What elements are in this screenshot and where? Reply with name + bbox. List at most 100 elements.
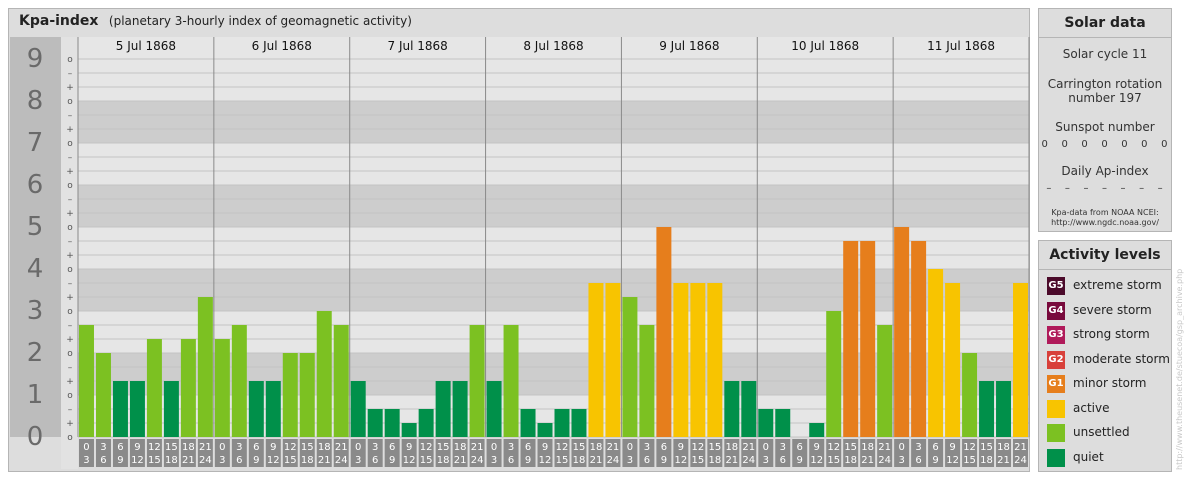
kp-bar (962, 353, 978, 437)
slot-start-label: 15 (437, 442, 450, 453)
time-slot-box (792, 439, 808, 467)
time-slot-box (469, 439, 485, 467)
kp-bar (690, 282, 706, 437)
slot-start-label: 0 (627, 442, 633, 453)
kp-bar (367, 408, 383, 437)
kp-bar (299, 353, 315, 437)
time-slot-box (316, 439, 332, 467)
legend-swatch: G1 (1047, 375, 1065, 393)
y-tick-label: 7 (27, 128, 44, 158)
y-label-column (10, 37, 61, 437)
slot-end-label: 6 (508, 455, 514, 466)
legend-swatch: G5 (1047, 277, 1065, 295)
day-label: 10 Jul 1868 (791, 39, 859, 53)
minor-tick-minus: – (68, 153, 73, 163)
kp-bar (95, 353, 111, 437)
slot-end-label: 15 (963, 455, 976, 466)
sunspot-value: 0 (1121, 139, 1129, 150)
ap-value: – (1046, 183, 1053, 194)
kp-bar (333, 324, 349, 437)
minor-tick-plus: + (66, 293, 74, 303)
kp-bar (146, 339, 162, 437)
legend-swatch: G4 (1047, 301, 1065, 320)
chart-subtitle: (planetary 3-hourly index of geomagnetic… (108, 14, 412, 28)
slot-start-label: 3 (508, 442, 514, 453)
time-slot-box (418, 439, 434, 467)
slot-end-label: 9 (253, 455, 259, 466)
slot-start-label: 21 (471, 442, 484, 453)
data-source-link[interactable]: http://www.ngdc.noaa.gov/ (1051, 218, 1159, 227)
time-slot-box (537, 439, 553, 467)
slot-end-label: 21 (318, 455, 331, 466)
slot-start-label: 0 (83, 442, 89, 453)
day-label: 9 Jul 1868 (659, 39, 719, 53)
time-slot-box (401, 439, 417, 467)
solar-cycle: Solar cycle 11 (1062, 47, 1148, 61)
ap-value: – (1083, 183, 1090, 194)
slot-end-label: 18 (301, 455, 314, 466)
time-slot-box (112, 439, 128, 467)
kp-bar (452, 381, 468, 437)
slot-start-label: 6 (661, 442, 667, 453)
kp-bar (384, 408, 400, 437)
minor-tick-o: o (67, 139, 73, 149)
kp-bar (639, 324, 655, 437)
time-slot-box (367, 439, 383, 467)
time-slot-box (435, 439, 451, 467)
time-slot-box (299, 439, 315, 467)
slot-start-label: 6 (253, 442, 259, 453)
kp-bar (282, 353, 298, 437)
slot-end-label: 12 (267, 455, 280, 466)
minor-tick-o: o (67, 391, 73, 401)
slot-start-label: 18 (725, 442, 738, 453)
slot-start-label: 3 (100, 442, 106, 453)
minor-tick-o: o (67, 433, 73, 443)
slot-start-label: 9 (134, 442, 140, 453)
time-slot-box (724, 439, 740, 467)
carrington-rotation-line2: number 197 (1068, 91, 1142, 105)
slot-end-label: 6 (915, 455, 921, 466)
minor-tick-plus: + (66, 335, 74, 345)
kp-bar (945, 282, 961, 437)
slot-end-label: 9 (389, 455, 395, 466)
slot-end-label: 12 (403, 455, 416, 466)
time-slot-box (588, 439, 604, 467)
minor-tick-o: o (67, 181, 73, 191)
ap-value: – (1139, 183, 1146, 194)
kp-bar (979, 381, 995, 437)
ap-index-label: Daily Ap-index (1061, 164, 1149, 178)
legend-item: active (1039, 397, 1171, 422)
solar-data-panel: Solar data Solar cycle 11 Carrington rot… (1038, 8, 1172, 232)
slot-start-label: 21 (607, 442, 620, 453)
slot-start-label: 18 (861, 442, 874, 453)
slot-end-label: 6 (780, 455, 786, 466)
minor-tick-minus: – (68, 321, 73, 331)
slot-end-label: 21 (454, 455, 467, 466)
minor-tick-plus: + (66, 83, 74, 93)
kp-bar (741, 381, 757, 437)
slot-start-label: 9 (542, 442, 548, 453)
kp-bar (843, 240, 859, 437)
time-slot-box (741, 439, 757, 467)
sunspot-value: 0 (1061, 139, 1069, 150)
minor-tick-minus: – (68, 111, 73, 121)
sunspot-label: Sunspot number (1055, 120, 1155, 134)
minor-tick-minus: – (68, 69, 73, 79)
slot-end-label: 18 (708, 455, 721, 466)
minor-tick-plus: + (66, 167, 74, 177)
slot-end-label: 9 (797, 455, 803, 466)
minor-tick-plus: + (66, 419, 74, 429)
minor-tick-minus: – (68, 195, 73, 205)
time-slot-box (860, 439, 876, 467)
kp-bar (197, 297, 213, 437)
sunspot-value: 0 (1041, 139, 1049, 150)
legend-item: G3 strong storm (1039, 323, 1171, 348)
slot-end-label: 9 (932, 455, 938, 466)
time-slot-box (486, 439, 502, 467)
slot-start-label: 12 (556, 442, 569, 453)
time-slot-box (877, 439, 893, 467)
legend-label: strong storm (1073, 327, 1150, 341)
legend-label: moderate storm (1073, 351, 1170, 366)
slot-start-label: 12 (148, 442, 161, 453)
slot-end-label: 24 (607, 455, 620, 466)
